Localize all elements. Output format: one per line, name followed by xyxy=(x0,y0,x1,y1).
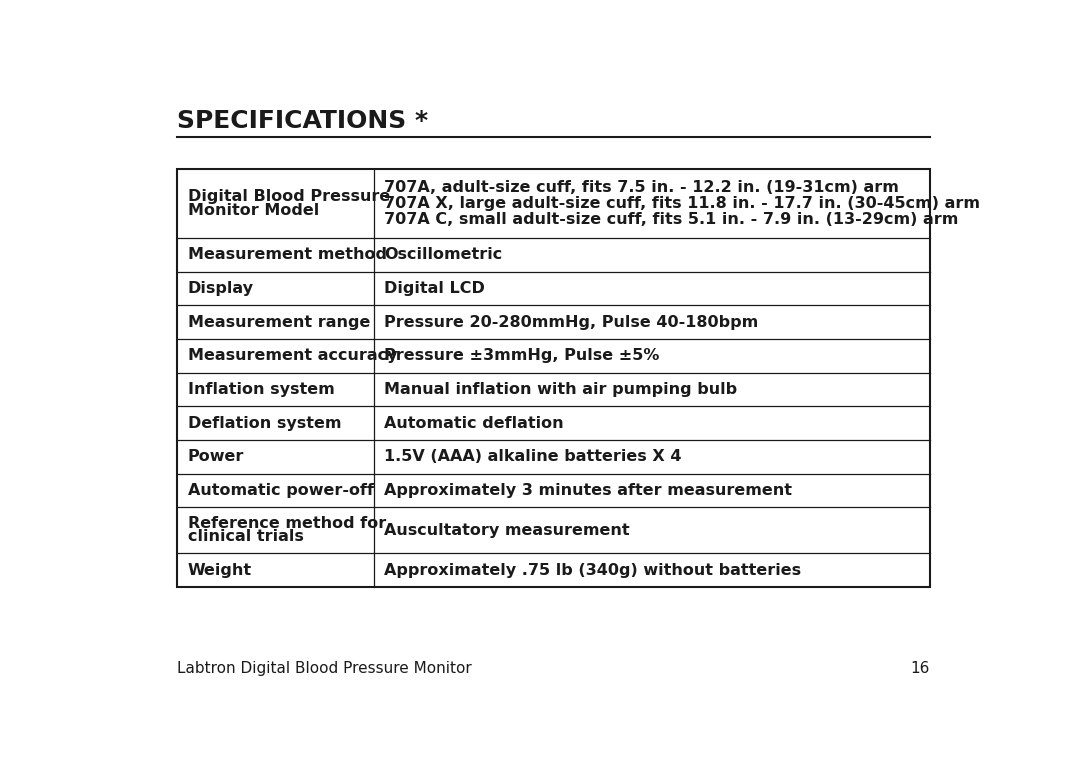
Text: Digital LCD: Digital LCD xyxy=(384,281,485,296)
Text: Measurement accuracy: Measurement accuracy xyxy=(188,348,397,363)
Text: 707A, adult-size cuff, fits 7.5 in. - 12.2 in. (19-31cm) arm: 707A, adult-size cuff, fits 7.5 in. - 12… xyxy=(384,180,900,194)
Text: Monitor Model: Monitor Model xyxy=(188,202,319,218)
Text: 707A X, large adult-size cuff, fits 11.8 in. - 17.7 in. (30-45cm) arm: 707A X, large adult-size cuff, fits 11.8… xyxy=(384,196,981,211)
Text: Pressure 20-280mmHg, Pulse 40-180bpm: Pressure 20-280mmHg, Pulse 40-180bpm xyxy=(384,315,758,330)
Text: Inflation system: Inflation system xyxy=(188,382,335,397)
Text: 707A C, small adult-size cuff, fits 5.1 in. - 7.9 in. (13-29cm) arm: 707A C, small adult-size cuff, fits 5.1 … xyxy=(384,212,959,227)
Bar xyxy=(177,169,930,587)
Text: 1.5V (AAA) alkaline batteries X 4: 1.5V (AAA) alkaline batteries X 4 xyxy=(384,449,681,465)
Text: Digital Blood Pressure: Digital Blood Pressure xyxy=(188,189,390,205)
Text: Manual inflation with air pumping bulb: Manual inflation with air pumping bulb xyxy=(384,382,738,397)
Text: Measurement method: Measurement method xyxy=(188,248,387,262)
Text: Oscillometric: Oscillometric xyxy=(384,248,502,262)
Text: Deflation system: Deflation system xyxy=(188,415,341,431)
Text: Weight: Weight xyxy=(188,562,252,577)
Text: Labtron Digital Blood Pressure Monitor: Labtron Digital Blood Pressure Monitor xyxy=(177,661,472,676)
Text: SPECIFICATIONS *: SPECIFICATIONS * xyxy=(177,109,428,133)
Text: clinical trials: clinical trials xyxy=(188,530,303,544)
Text: Approximately .75 lb (340g) without batteries: Approximately .75 lb (340g) without batt… xyxy=(384,562,801,577)
Text: Pressure ±3mmHg, Pulse ±5%: Pressure ±3mmHg, Pulse ±5% xyxy=(384,348,660,363)
Text: Approximately 3 minutes after measurement: Approximately 3 minutes after measuremen… xyxy=(384,483,793,498)
Text: Power: Power xyxy=(188,449,244,465)
Text: Reference method for: Reference method for xyxy=(188,516,386,531)
Text: 16: 16 xyxy=(910,661,930,676)
Text: Automatic deflation: Automatic deflation xyxy=(384,415,564,431)
Text: Automatic power-off: Automatic power-off xyxy=(188,483,374,498)
Text: Auscultatory measurement: Auscultatory measurement xyxy=(384,522,630,538)
Text: Measurement range: Measurement range xyxy=(188,315,370,330)
Text: Display: Display xyxy=(188,281,254,296)
